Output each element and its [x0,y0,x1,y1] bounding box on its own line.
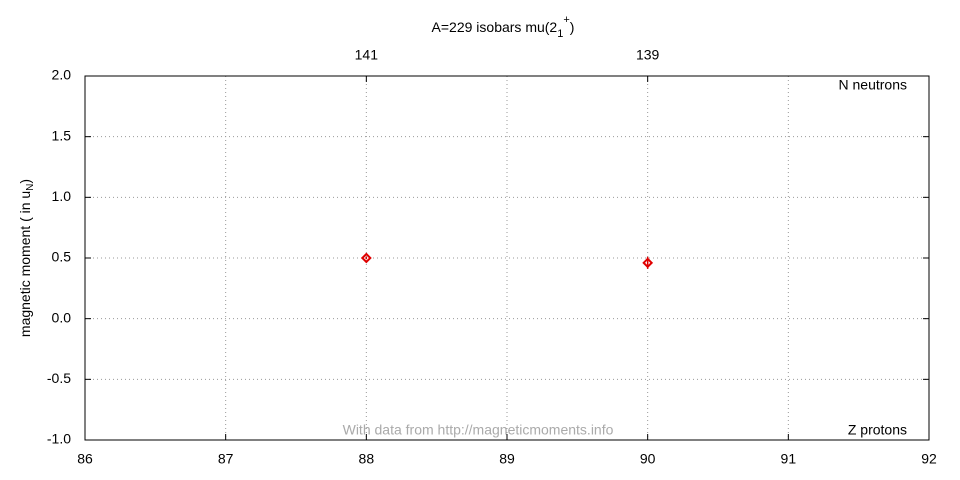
y-label-sub: N [25,184,36,191]
x-tick-label: 86 [77,451,93,467]
annotation: N neutrons [839,77,907,93]
y-tick-label: 0.5 [52,249,72,265]
x-tick-label: 92 [921,451,937,467]
y-tick-label: 1.0 [52,188,72,204]
title-sub: 1 [557,28,563,40]
title-sup: + [563,14,569,26]
x2-tick-label: 141 [355,47,379,63]
y-axis-label: magnetic moment ( in uN) [17,179,36,337]
x-tick-label: 89 [499,451,515,467]
y-tick-label: 1.5 [52,127,72,143]
data-point [642,257,654,269]
y-tick-label: 2.0 [52,67,72,83]
title-text: A=229 isobars mu(2 [432,19,558,35]
title-end: ) [570,19,575,35]
x-tick-label: 88 [359,451,375,467]
x-tick-label: 90 [640,451,656,467]
watermark: With data from http://magneticmoments.in… [343,422,614,438]
chart-title: A=229 isobars mu(21+) [432,14,575,40]
plot-border [84,75,930,441]
y-label-end: ) [17,179,33,184]
y-tick-label: -1.0 [47,431,71,447]
y-tick-label: 0.0 [52,309,72,325]
annotation: Z protons [848,422,907,438]
data-point [360,252,372,264]
x-tick-label: 91 [781,451,797,467]
x2-tick-label: 139 [636,47,660,63]
x-tick-label: 87 [218,451,234,467]
y-label-text: magnetic moment ( in u [17,191,33,337]
y-tick-label: -0.5 [47,370,71,386]
